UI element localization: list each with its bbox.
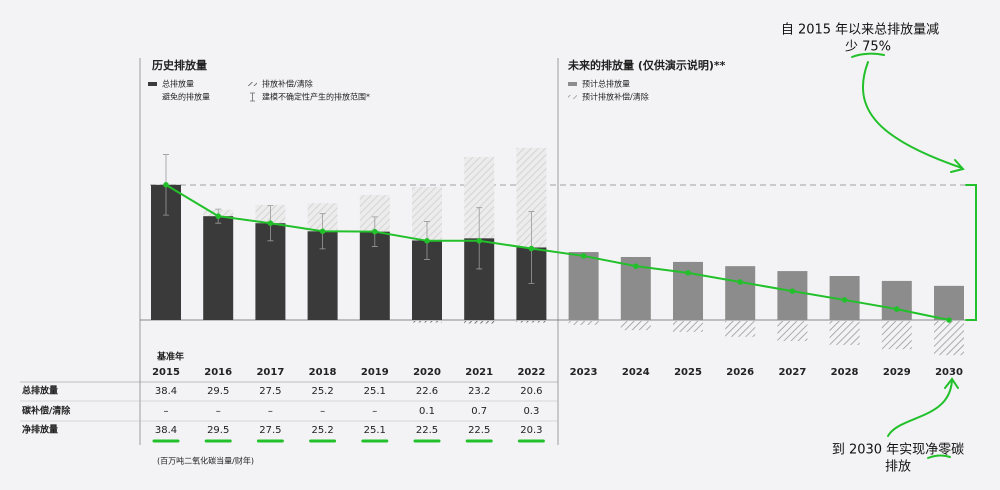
table-cell: – — [320, 406, 325, 417]
line-marker — [946, 317, 952, 323]
line-marker — [267, 220, 274, 226]
history-title: 历史排放量 — [152, 58, 207, 72]
row-label: 净排放量 — [22, 424, 58, 436]
line-marker — [163, 182, 169, 188]
x-tick-label: 2030 — [935, 367, 963, 378]
x-tick-label: 2026 — [726, 367, 754, 378]
x-tick-label: 2020 — [413, 367, 441, 378]
x-tick-label: 2019 — [361, 367, 389, 378]
row-label: 碳补偿/清除 — [22, 405, 71, 417]
legend-label: 预计总排放量 — [582, 79, 630, 89]
offset-bar — [516, 321, 547, 323]
line-marker — [476, 238, 483, 244]
table-cell: 25.1 — [364, 425, 386, 436]
table-cell: 0.3 — [523, 406, 539, 417]
legend-label: 避免的排放量 — [162, 92, 210, 102]
x-tick-label: 2025 — [674, 367, 702, 378]
legend-swatch — [568, 95, 577, 99]
bar — [881, 280, 912, 320]
x-tick-label: 2017 — [256, 367, 284, 378]
legend-label: 总排放量 — [162, 79, 194, 89]
x-tick-label: 2021 — [465, 367, 493, 378]
offset-bar — [568, 321, 599, 325]
table-cell: 20.6 — [520, 386, 542, 397]
x-tick-label: 2024 — [622, 367, 650, 378]
table-cell: 23.2 — [468, 386, 490, 397]
table-cell: 29.5 — [207, 386, 229, 397]
x-tick-label: 2023 — [570, 367, 598, 378]
x-tick-label: 2016 — [204, 367, 232, 378]
bar — [777, 271, 808, 320]
x-tick-label: 2028 — [831, 367, 859, 378]
bar — [725, 266, 756, 320]
offset-bar — [673, 321, 703, 332]
legend-swatch — [148, 82, 157, 86]
table-cell: – — [164, 406, 169, 417]
offset-bar — [934, 321, 964, 356]
table-cell: 20.3 — [520, 425, 542, 436]
row-label: 总排放量 — [22, 385, 58, 397]
table-cell: 22.5 — [416, 425, 438, 436]
unit-note: (百万吨二氧化碳当量/财年) — [157, 456, 254, 466]
table-cell: 29.5 — [207, 425, 229, 436]
offset-bar — [412, 321, 442, 323]
line-marker — [894, 306, 900, 312]
bar — [934, 285, 964, 320]
bar — [203, 216, 234, 320]
annotation: 排放 — [885, 460, 911, 475]
legend-swatch — [568, 82, 577, 86]
line-marker — [424, 238, 430, 244]
x-tick-label: 2029 — [883, 367, 911, 378]
line-marker — [633, 263, 639, 269]
line-marker — [789, 288, 796, 294]
line-marker — [215, 213, 221, 219]
legend-swatch — [250, 92, 255, 102]
offset-bar — [777, 321, 808, 342]
line-marker — [319, 228, 326, 235]
line-marker — [737, 279, 743, 285]
offset-bar — [620, 321, 651, 331]
legend-label: 排放补偿/清除 — [262, 79, 313, 89]
table-cell: 22.5 — [468, 425, 490, 436]
table-cell: 27.5 — [259, 425, 281, 436]
table-cell: 22.6 — [416, 386, 438, 397]
table-cell: 38.4 — [155, 425, 177, 436]
offset-bar — [725, 321, 756, 337]
net-line — [165, 183, 950, 321]
x-tick-label: 2015 — [152, 367, 180, 378]
legend-label: 预计排放补偿/清除 — [582, 92, 649, 102]
line-marker — [372, 228, 378, 235]
legend-label: 建模不确定性产生的排放范围* — [262, 92, 370, 102]
table-cell: 38.4 — [155, 386, 177, 397]
annotation: 到 2030 年实现净零碳 — [832, 443, 964, 458]
table-cell: 25.2 — [311, 425, 333, 436]
offset-bar — [829, 321, 860, 345]
table-cell: 0.1 — [419, 406, 435, 417]
line-marker — [528, 245, 535, 252]
table-cell: 0.7 — [471, 406, 487, 417]
table-cell: – — [372, 406, 377, 417]
offset-bar — [881, 321, 912, 350]
table-cell: – — [216, 406, 221, 417]
x-tick-label: 2022 — [517, 367, 545, 378]
base-year-label: 基准年 — [156, 351, 184, 363]
table-cell: 25.1 — [364, 386, 386, 397]
table-cell: 25.2 — [311, 386, 333, 397]
future-title: 未来的排放量 (仅供演示说明)** — [567, 58, 726, 72]
annotation: 自 2015 年以来总排放量减 — [781, 23, 939, 38]
bar — [568, 252, 599, 320]
x-tick-label: 2027 — [778, 367, 806, 378]
annotation: 少 75% — [845, 40, 891, 55]
table-cell: – — [268, 406, 273, 417]
line-marker — [841, 297, 848, 303]
line-marker — [685, 270, 691, 276]
table-cell: 27.5 — [259, 386, 281, 397]
line-marker — [580, 253, 587, 259]
x-tick-label: 2018 — [309, 367, 337, 378]
offset-bar — [464, 321, 495, 324]
legend-swatch — [248, 82, 257, 86]
annotation-arrows — [851, 52, 977, 459]
